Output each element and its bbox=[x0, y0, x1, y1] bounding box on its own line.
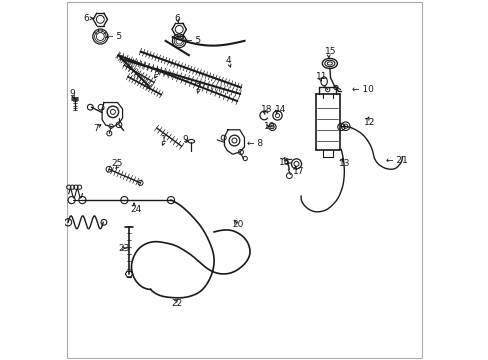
Text: 6: 6 bbox=[174, 14, 180, 23]
Text: 6: 6 bbox=[83, 14, 89, 23]
Text: ← 21: ← 21 bbox=[386, 156, 407, 165]
Text: 9: 9 bbox=[183, 135, 188, 144]
Text: 2: 2 bbox=[195, 83, 200, 92]
Text: ← 5: ← 5 bbox=[185, 36, 201, 45]
Text: 9: 9 bbox=[69, 89, 75, 98]
Text: 7: 7 bbox=[93, 123, 99, 132]
Text: ← 10: ← 10 bbox=[351, 85, 373, 94]
Text: 4: 4 bbox=[225, 57, 231, 66]
Text: 19: 19 bbox=[264, 122, 275, 131]
Text: 14: 14 bbox=[274, 105, 285, 114]
Text: 18: 18 bbox=[260, 105, 272, 114]
Text: 22: 22 bbox=[171, 299, 182, 308]
Text: 1: 1 bbox=[161, 135, 167, 144]
Text: 15: 15 bbox=[325, 47, 336, 56]
Text: 16: 16 bbox=[278, 158, 290, 167]
Text: 3: 3 bbox=[153, 68, 159, 77]
Text: ← 5: ← 5 bbox=[106, 32, 122, 41]
Text: 24: 24 bbox=[130, 205, 142, 214]
Text: 12: 12 bbox=[363, 118, 374, 127]
Text: 11: 11 bbox=[316, 72, 327, 81]
Text: 13: 13 bbox=[338, 159, 349, 168]
Text: ← 8: ← 8 bbox=[247, 139, 263, 148]
Text: 17: 17 bbox=[293, 167, 304, 176]
Text: 25: 25 bbox=[112, 159, 123, 168]
Text: 20: 20 bbox=[231, 220, 243, 229]
Text: 23: 23 bbox=[118, 244, 129, 253]
